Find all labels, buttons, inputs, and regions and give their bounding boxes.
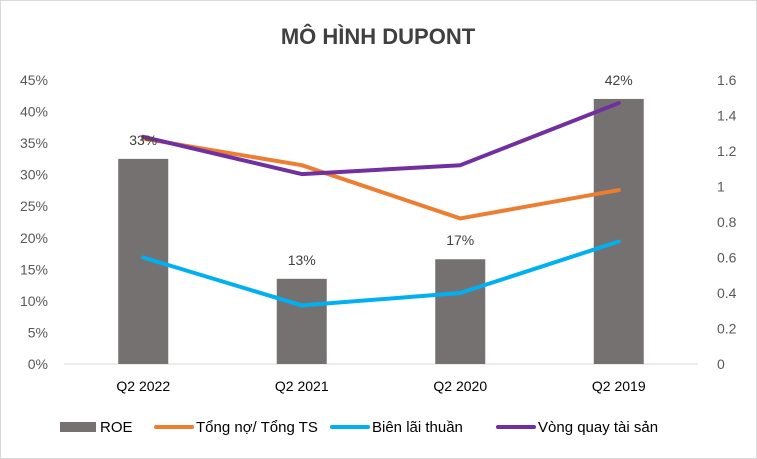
left-axis-ticks: 0% 5% 10% 15% 20% 25% 30% 35% 40% 45% — [20, 72, 48, 372]
right-tick-label: 1 — [717, 179, 725, 195]
roe-bar — [435, 259, 486, 364]
line-tong-no-tong-ts — [141, 136, 621, 221]
roe-data-label: 17% — [446, 232, 474, 248]
category-label: Q2 2021 — [275, 378, 329, 394]
legend-label: ROE — [100, 419, 133, 436]
roe-data-label: 13% — [288, 252, 316, 268]
roe-data-label: 42% — [605, 72, 633, 88]
right-tick-label: 0 — [717, 356, 725, 372]
left-tick-label: 5% — [28, 324, 48, 340]
left-tick-label: 15% — [20, 261, 48, 277]
left-tick-label: 35% — [20, 135, 48, 151]
series-lines — [141, 101, 621, 308]
line-bien-lai-thuan — [141, 239, 621, 308]
category-label: Q2 2020 — [433, 378, 487, 394]
right-axis-ticks: 0 0.2 0.4 0.6 0.8 1 1.2 1.4 1.6 — [717, 72, 737, 372]
right-tick-label: 1.2 — [717, 143, 737, 159]
right-tick-label: 0.2 — [717, 321, 737, 337]
right-tick-label: 0.8 — [717, 214, 737, 230]
legend-label: Biên lãi thuần — [372, 419, 463, 436]
line-vong-quay-tai-san — [141, 101, 621, 177]
left-tick-label: 10% — [20, 293, 48, 309]
roe-data-label: 33% — [129, 132, 157, 148]
bar-data-labels: 33% 13% 17% 42% — [129, 72, 633, 268]
roe-bars — [118, 98, 644, 364]
roe-bar — [593, 98, 644, 364]
left-tick-label: 30% — [20, 167, 48, 183]
legend-swatch-roe — [60, 422, 96, 432]
category-label: Q2 2019 — [592, 378, 646, 394]
right-tick-label: 0.6 — [717, 250, 737, 266]
category-labels: Q2 2022 Q2 2021 Q2 2020 Q2 2019 — [116, 378, 645, 394]
left-tick-label: 25% — [20, 198, 48, 214]
roe-bar — [276, 278, 327, 364]
legend-label: Vòng quay tài sản — [538, 419, 658, 436]
legend: ROE Tổng nợ/ Tổng TS Biên lãi thuần Vòng qu… — [60, 419, 658, 436]
right-tick-label: 1.6 — [717, 72, 737, 88]
left-tick-label: 40% — [20, 104, 48, 120]
left-tick-label: 20% — [20, 230, 48, 246]
left-tick-label: 0% — [28, 356, 48, 372]
right-tick-label: 0.4 — [717, 285, 737, 301]
chart-title: MÔ HÌNH DUPONT — [281, 24, 476, 49]
right-tick-label: 1.4 — [717, 108, 737, 124]
category-label: Q2 2022 — [116, 378, 170, 394]
legend-label: Tổng nợ/ Tổng TS — [196, 419, 318, 436]
left-tick-label: 45% — [20, 72, 48, 88]
